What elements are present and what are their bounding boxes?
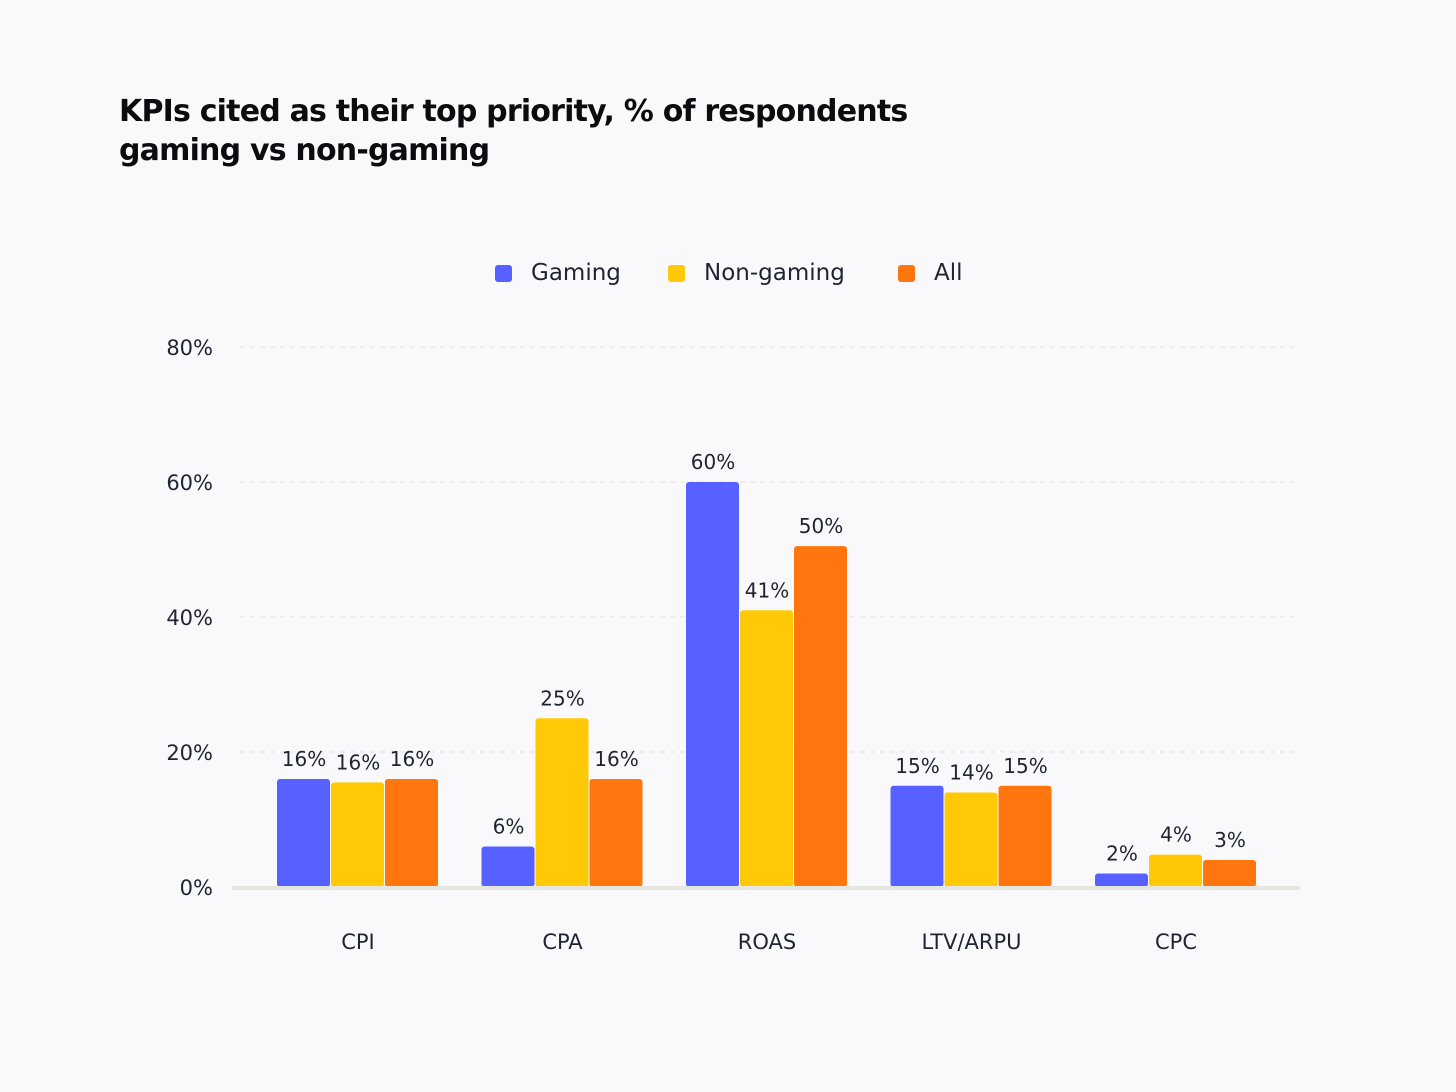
data-label-all-cpi: 16% xyxy=(390,747,434,771)
data-label-non-gaming-ltv-arpu: 14% xyxy=(949,761,993,785)
x-tick-label-cpi: CPI xyxy=(341,930,375,954)
x-tick-label-ltv-arpu: LTV/ARPU xyxy=(921,930,1021,954)
legend-item-non-gaming: Non-gaming xyxy=(668,257,845,289)
x-tick-label-roas: ROAS xyxy=(738,930,796,954)
data-label-all-cpa: 16% xyxy=(594,747,638,771)
chart-legend: Gaming Non-gaming All xyxy=(0,257,1456,289)
x-tick-label-cpc: CPC xyxy=(1155,930,1197,954)
bar-non-gaming-ltv-arpu xyxy=(944,792,998,887)
bar-non-gaming-cpa xyxy=(535,718,589,887)
bar-gaming-cpi xyxy=(277,779,330,887)
data-label-non-gaming-cpi: 16% xyxy=(336,750,380,774)
data-label-gaming-roas: 60% xyxy=(691,450,735,474)
bar-all-ltv-arpu xyxy=(998,785,1052,887)
data-label-all-roas: 50% xyxy=(799,514,843,538)
bar-non-gaming-roas xyxy=(740,610,793,887)
legend-label-gaming: Gaming xyxy=(531,260,621,286)
legend-item-all: All xyxy=(898,257,963,289)
legend-label-all: All xyxy=(934,260,963,286)
chart-title-line-1: KPIs cited as their top priority, % of r… xyxy=(119,94,908,129)
chart-title-line-2: gaming vs non-gaming xyxy=(119,133,490,168)
bar-non-gaming-cpc xyxy=(1149,854,1202,887)
y-tick-label-20: 20% xyxy=(166,741,213,765)
bar-non-gaming-cpi xyxy=(331,782,384,887)
bar-all-roas xyxy=(794,546,847,887)
chart-title: KPIs cited as their top priority, % of r… xyxy=(119,92,1019,170)
bar-all-cpc xyxy=(1203,860,1256,887)
data-label-non-gaming-cpa: 25% xyxy=(540,686,584,710)
bar-all-cpa xyxy=(589,779,643,887)
data-label-non-gaming-roas: 41% xyxy=(745,578,789,602)
data-label-gaming-cpa: 6% xyxy=(493,815,525,839)
legend-label-non-gaming: Non-gaming xyxy=(704,260,845,286)
legend-swatch-all xyxy=(898,264,915,282)
y-tick-label-40: 40% xyxy=(166,606,213,630)
bar-gaming-roas xyxy=(686,482,739,887)
y-tick-label-60: 60% xyxy=(166,471,213,495)
bar-gaming-cpa xyxy=(481,846,535,887)
bar-gaming-ltv-arpu xyxy=(890,785,944,887)
legend-item-gaming: Gaming xyxy=(495,257,621,289)
x-tick-label-cpa: CPA xyxy=(542,930,583,954)
y-tick-label-80: 80% xyxy=(166,336,213,360)
data-label-all-ltv-arpu: 15% xyxy=(1003,754,1047,778)
data-label-non-gaming-cpc: 4% xyxy=(1160,823,1192,847)
data-label-all-cpc: 3% xyxy=(1214,828,1246,852)
legend-swatch-non-gaming xyxy=(668,264,685,282)
bar-gaming-cpc xyxy=(1095,873,1148,887)
legend-swatch-gaming xyxy=(495,264,512,282)
data-label-gaming-ltv-arpu: 15% xyxy=(895,754,939,778)
y-tick-label-0: 0% xyxy=(180,876,213,900)
data-label-gaming-cpi: 16% xyxy=(282,747,326,771)
data-label-gaming-cpc: 2% xyxy=(1106,842,1138,866)
bar-all-cpi xyxy=(385,779,438,887)
